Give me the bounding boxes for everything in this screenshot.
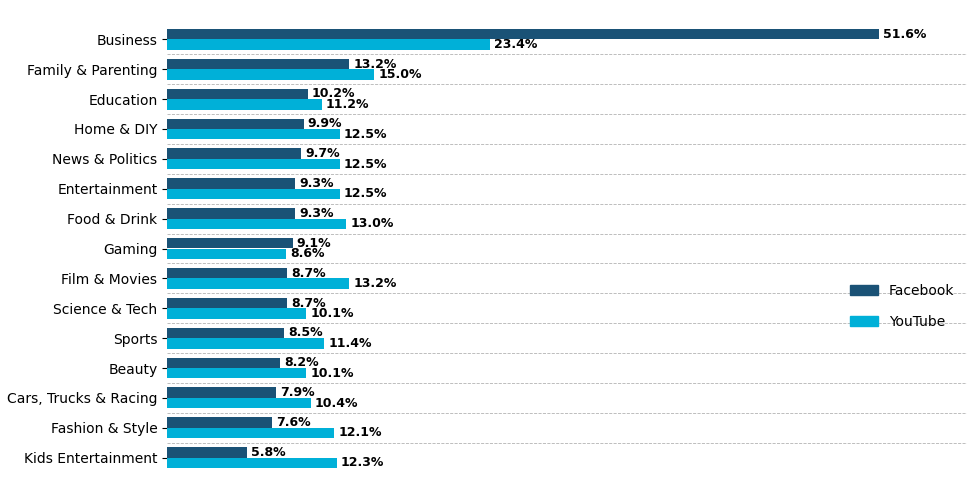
Bar	[168, 88, 308, 99]
Bar	[168, 99, 321, 109]
Text: 8.7%: 8.7%	[291, 297, 326, 310]
Text: 5.8%: 5.8%	[251, 446, 286, 459]
Text: 8.5%: 8.5%	[288, 327, 323, 339]
Bar	[168, 39, 490, 50]
Text: 11.2%: 11.2%	[325, 98, 369, 111]
Text: 12.5%: 12.5%	[344, 187, 388, 200]
Bar	[168, 119, 304, 129]
Text: 8.7%: 8.7%	[291, 267, 326, 280]
Bar	[168, 69, 374, 80]
Text: 9.3%: 9.3%	[300, 177, 334, 190]
Bar	[168, 328, 284, 338]
Text: 10.1%: 10.1%	[311, 367, 355, 380]
Text: 12.1%: 12.1%	[338, 426, 382, 439]
Text: 13.0%: 13.0%	[351, 217, 393, 230]
Bar	[168, 149, 301, 159]
Text: 10.1%: 10.1%	[311, 307, 355, 320]
Bar	[168, 458, 337, 468]
Bar	[168, 398, 311, 409]
Bar	[168, 59, 350, 69]
Bar	[168, 219, 347, 229]
Bar	[168, 129, 340, 140]
Text: 7.6%: 7.6%	[276, 416, 311, 429]
Bar	[168, 189, 340, 199]
Bar	[168, 208, 295, 219]
Text: 9.9%: 9.9%	[308, 117, 342, 130]
Bar	[168, 278, 350, 289]
Bar	[168, 308, 307, 319]
Bar	[168, 178, 295, 189]
Text: 9.1%: 9.1%	[297, 237, 331, 250]
Bar	[168, 238, 292, 248]
Text: 12.5%: 12.5%	[344, 128, 388, 141]
Bar	[168, 368, 307, 378]
Text: 13.2%: 13.2%	[354, 58, 396, 71]
Text: 9.7%: 9.7%	[305, 147, 340, 160]
Text: 11.4%: 11.4%	[328, 337, 372, 350]
Bar	[168, 338, 324, 348]
Bar	[168, 268, 287, 278]
Bar	[168, 388, 276, 398]
Bar	[168, 29, 879, 39]
Bar	[168, 447, 247, 458]
Text: 7.9%: 7.9%	[281, 386, 315, 399]
Bar	[168, 159, 340, 169]
Text: 13.2%: 13.2%	[354, 277, 396, 290]
Text: 9.3%: 9.3%	[300, 207, 334, 220]
Text: 10.4%: 10.4%	[315, 397, 358, 410]
Bar	[168, 248, 285, 259]
Bar	[168, 298, 287, 308]
Text: 23.4%: 23.4%	[494, 38, 538, 51]
Text: 15.0%: 15.0%	[378, 68, 422, 81]
Bar	[168, 357, 281, 368]
Text: 12.3%: 12.3%	[341, 456, 385, 469]
Text: 10.2%: 10.2%	[312, 87, 356, 100]
Bar	[168, 428, 334, 438]
Bar	[168, 417, 272, 428]
Text: 51.6%: 51.6%	[882, 28, 926, 41]
Text: 8.2%: 8.2%	[284, 356, 319, 369]
Text: 12.5%: 12.5%	[344, 158, 388, 170]
Text: 8.6%: 8.6%	[290, 247, 324, 260]
Legend: Facebook, YouTube: Facebook, YouTube	[844, 279, 960, 334]
